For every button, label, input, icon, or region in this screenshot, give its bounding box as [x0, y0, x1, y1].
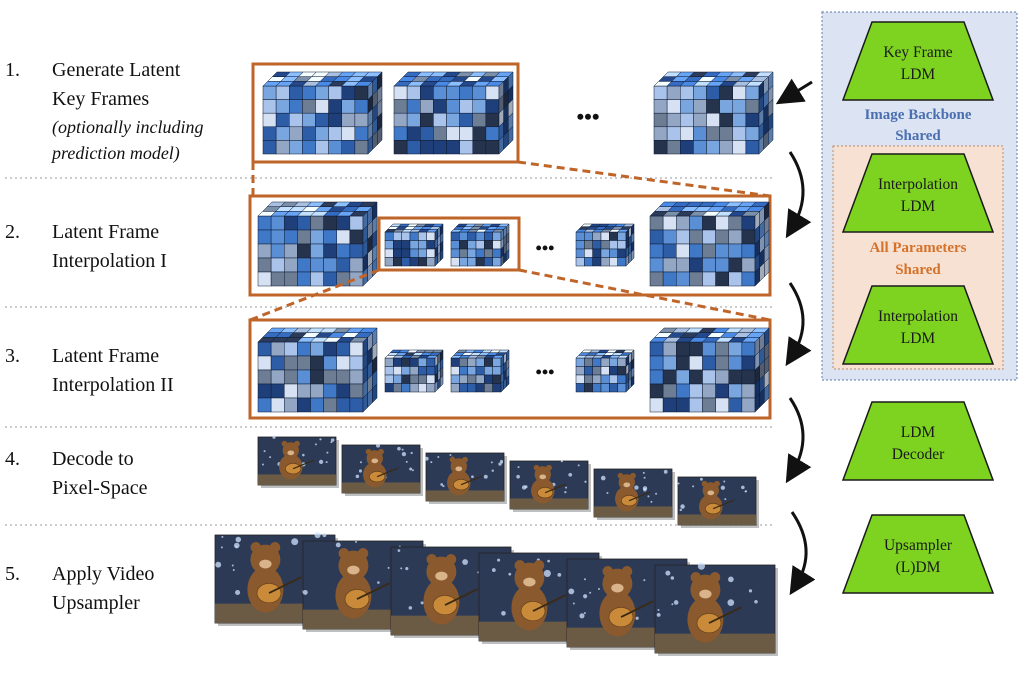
decoded-frame: [257, 435, 339, 488]
flow-arrows: [775, 78, 816, 596]
step-text: Interpolation I: [52, 250, 167, 272]
latent-interpolated-frame: [575, 349, 635, 393]
step-label-2: 2. Latent Frame Interpolation I: [5, 221, 167, 272]
upsampled-frame: [654, 562, 778, 656]
step-text: Generate Latent: [52, 59, 181, 81]
decoded-frame: [424, 452, 507, 504]
latent-interpolated-frame: [450, 223, 510, 267]
module-label: LDM: [901, 66, 936, 83]
decoded-frame: [341, 443, 423, 496]
step-label-5: 5. Apply Video Upsampler: [5, 563, 154, 614]
latent-key-frame: [257, 327, 378, 413]
module-label: LDM: [901, 424, 936, 441]
image-backbone-label: Shared: [895, 128, 941, 144]
row-separators: [5, 177, 775, 526]
module-label: Interpolation: [878, 308, 958, 325]
step-note: (optionally including: [52, 117, 203, 138]
latent-key-frame: [653, 71, 774, 155]
step-number: 5.: [5, 563, 20, 585]
decoded-frames-row: [257, 435, 759, 528]
step-number: 2.: [5, 221, 20, 243]
all-parameters-label: All Parameters: [869, 240, 966, 256]
ellipsis: •••: [536, 238, 555, 258]
latent-frame-rows: ••• ••• •••: [248, 62, 774, 420]
module-label: (L)DM: [896, 559, 941, 576]
module-shape: [841, 153, 995, 233]
latent-interpolated-frame: [575, 223, 635, 267]
latent-interpolated-frame: [384, 223, 444, 267]
ldm-decoder-module: LDM Decoder: [841, 401, 995, 481]
ellipsis: •••: [576, 104, 599, 129]
latent-interpolated-frame: [450, 349, 510, 393]
upsampled-frames-row: [214, 532, 778, 656]
step-label-3: 3. Latent Frame Interpolation II: [5, 345, 174, 396]
interpolation-i-row: •••: [248, 194, 772, 297]
step-text: Apply Video: [52, 563, 154, 585]
module-shape: [841, 401, 995, 481]
module-to-frames-arrow: [775, 78, 813, 105]
module-label: Interpolation: [878, 176, 958, 193]
module-label: Key Frame: [883, 44, 952, 61]
interpolation-ldm-module: Interpolation LDM: [841, 285, 995, 365]
pixel-frame-rows: [214, 435, 778, 656]
latent-key-frame: [262, 71, 383, 155]
zoom-connector: [249, 268, 380, 322]
interpolation-ii-frame: [248, 318, 772, 420]
module-label: LDM: [901, 330, 936, 347]
decoded-frame: [677, 476, 759, 528]
latent-key-frame: [257, 201, 378, 287]
interpolation-i-frame: [248, 194, 772, 297]
interpolation-pair-frame: [377, 216, 521, 272]
step-number: 1.: [5, 59, 20, 81]
latent-key-frame: [649, 327, 770, 413]
step-text: Interpolation II: [52, 374, 174, 396]
decoded-frame: [593, 468, 675, 520]
stage-transition-arrow: [785, 282, 812, 367]
keyframe-pair-frame: [251, 62, 520, 164]
step-text: Pixel-Space: [52, 477, 148, 499]
step-label-4: 4. Decode to Pixel-Space: [5, 448, 148, 499]
stage-transition-arrow: [785, 151, 812, 239]
step-text: Upsampler: [52, 592, 140, 614]
module-label: Decoder: [892, 446, 945, 463]
module-shape: [841, 21, 995, 101]
stage-transition-arrow: [789, 511, 816, 596]
step-text: Latent Frame: [52, 345, 159, 367]
key-frame-ldm-module: Key Frame LDM: [841, 21, 995, 101]
image-backbone-label: Image Backbone: [864, 107, 971, 123]
latent-key-frame: [393, 71, 514, 155]
interpolation-ldm-module: Interpolation LDM: [841, 153, 995, 233]
step-labels: 1. Generate Latent Key Frames (optionally i…: [5, 59, 203, 614]
step-text: Latent Frame: [52, 221, 159, 243]
interpolation-ii-row: •••: [248, 318, 772, 420]
module-label: LDM: [901, 198, 936, 215]
all-parameters-label: Shared: [895, 262, 941, 278]
ellipsis: •••: [536, 362, 555, 382]
step-number: 3.: [5, 345, 20, 367]
module-column: Key Frame LDM Image Backbone Shared Interpol…: [821, 11, 1018, 594]
step-text: Key Frames: [52, 88, 149, 110]
module-shape: [841, 285, 995, 365]
latent-interpolated-frame: [384, 349, 444, 393]
step-label-1: 1. Generate Latent Key Frames (optionally i…: [5, 59, 203, 164]
module-label: Upsampler: [884, 537, 953, 554]
step-text: Decode to: [52, 448, 134, 470]
stage-transition-arrow: [785, 397, 812, 484]
decoded-frame: [509, 459, 591, 512]
upsampler-ldm-module: Upsampler (L)DM: [841, 514, 995, 594]
zoom-connector: [517, 160, 771, 198]
module-shape: [841, 514, 995, 594]
step-note: prediction model): [50, 143, 180, 164]
key-frames-row: •••: [251, 62, 774, 164]
zoom-connector: [518, 268, 771, 322]
latent-key-frame: [649, 201, 770, 287]
step-number: 4.: [5, 448, 20, 470]
